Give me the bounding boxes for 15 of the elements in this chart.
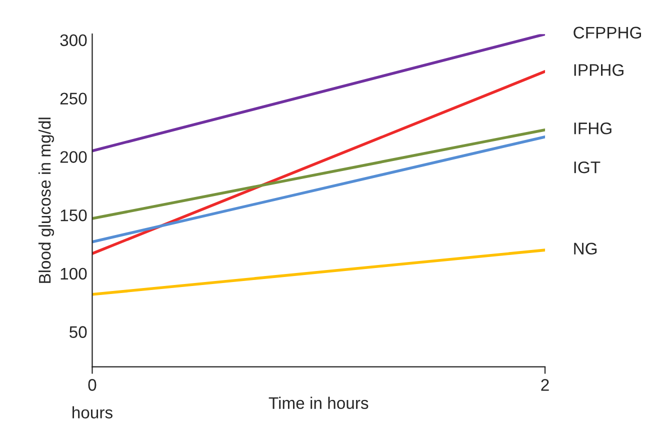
x-tick-label: 0 hours (72, 379, 112, 418)
series-label: IPPHG (574, 64, 624, 76)
y-tick-label: 50 (70, 326, 87, 338)
y-axis-title: Blood glucose in mg/dl (38, 118, 54, 283)
x-axis-title: Time in hours (268, 396, 368, 410)
y-tick-label: 250 (60, 92, 87, 105)
series-label: IFHG (574, 122, 612, 134)
y-tick-label: 200 (60, 151, 87, 163)
y-tick-label: 150 (60, 209, 87, 222)
series-label: NG (574, 242, 597, 255)
y-tick-label: 100 (60, 268, 87, 280)
text: IGT (574, 161, 600, 174)
series-label: CFPPHG (574, 26, 642, 39)
y-tick-label: 300 (60, 34, 87, 46)
x-tick-label: 2 (541, 379, 549, 391)
